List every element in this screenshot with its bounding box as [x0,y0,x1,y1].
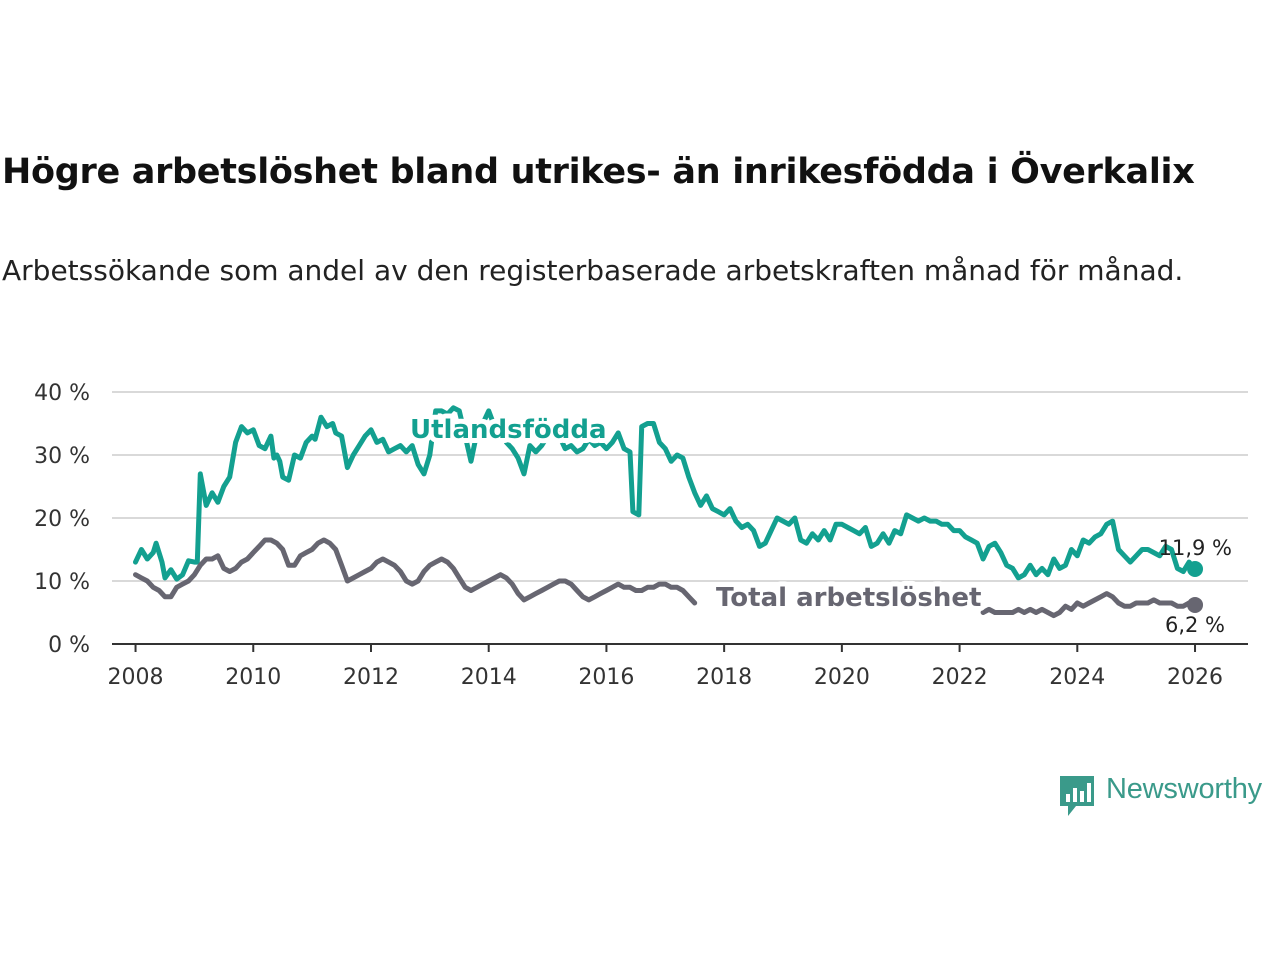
newsworthy-logo[interactable]: Newsworthy [1058,772,1278,820]
x-tick-label: 2014 [461,665,517,690]
series-total-label: Total arbetslöshet [716,583,981,613]
series-foreign-born-line [133,405,1198,582]
y-tick-label: 40 % [34,381,90,406]
series-total-line-late [980,591,1198,619]
bar-chart-speech-bubble-icon [1060,776,1094,816]
y-tick-label: 30 % [34,444,90,469]
x-tick-label: 2026 [1167,665,1223,690]
series-foreign-born-end-label: 11,9 % [1159,536,1232,560]
chart-subtitle: Arbetssökande som andel av den registerb… [2,254,1184,287]
series-total-end-label: 6,2 % [1165,613,1225,637]
x-tick-label: 2022 [932,665,988,690]
y-tick-label: 20 % [34,507,90,532]
chart-title: Högre arbetslöshet bland utrikes- än inr… [2,152,1195,192]
series-foreign-born-label-halo: Utlandsfödda [410,415,607,445]
series-foreign-born-label: Utlandsfödda [410,415,607,445]
axis-layer: 0 % 10 % 20 % 30 % 40 % 2008 2010 2012 2014 2016 2… [34,381,1248,690]
series-total-line [133,537,698,606]
x-tick-label: 2016 [578,665,634,690]
series-layer [133,405,1204,619]
x-tick-label: 2008 [108,665,164,690]
x-tick-label: 2010 [225,665,281,690]
series-total-end-point [1187,596,1204,613]
y-tick-label: 10 % [34,570,90,595]
brand-name: Newsworthy [1106,773,1262,805]
series-total-label-halo: Total arbetslöshet [716,583,981,613]
series-foreign-born-end-point [1187,561,1204,578]
x-tick-label: 2024 [1049,665,1105,690]
y-tick-label: 0 % [48,633,90,658]
x-tick-label: 2018 [696,665,752,690]
x-tick-label: 2012 [343,665,399,690]
x-tick-label: 2020 [814,665,870,690]
